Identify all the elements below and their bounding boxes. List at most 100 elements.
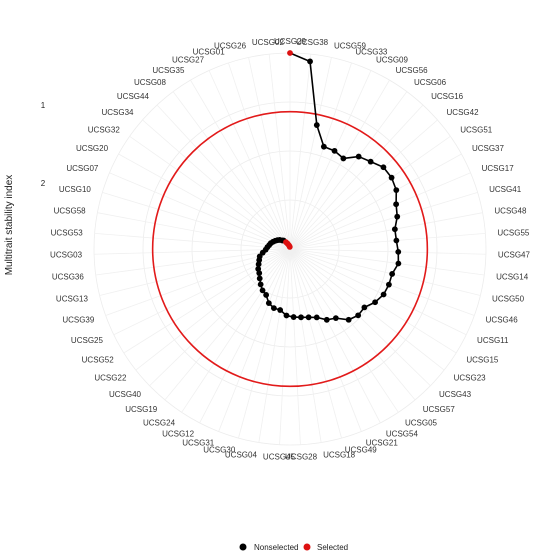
- category-label: UCSG19: [125, 405, 158, 414]
- radial-tick-label: 1: [41, 101, 46, 110]
- data-point-nonselected: [331, 147, 338, 154]
- data-point-nonselected: [323, 316, 330, 323]
- data-point-nonselected: [372, 299, 378, 306]
- category-label: UCSG35: [152, 66, 185, 75]
- data-point-nonselected: [355, 312, 362, 319]
- data-point-selected: [286, 244, 293, 250]
- data-points-layer: [255, 50, 402, 323]
- grid-spoke: [123, 248, 291, 354]
- category-label: UCSG48: [494, 206, 527, 215]
- category-label: UCSG57: [423, 405, 456, 414]
- category-label: UCSG44: [117, 92, 150, 101]
- grid-spoke: [289, 248, 362, 432]
- grid-spoke: [94, 232, 291, 250]
- data-point-nonselected: [298, 314, 304, 321]
- grid-spoke: [289, 248, 445, 371]
- data-point-nonselected: [332, 315, 339, 322]
- grid-spoke: [258, 248, 291, 443]
- grid-spoke: [289, 79, 390, 250]
- grid-spoke: [289, 248, 416, 401]
- grid-spoke: [289, 62, 352, 250]
- polar-grid: [93, 52, 487, 446]
- category-label: UCSG20: [76, 144, 109, 153]
- grid-spoke: [289, 248, 475, 316]
- grid-spoke: [102, 192, 291, 250]
- grid-spoke: [289, 248, 485, 276]
- grid-spoke: [289, 104, 424, 250]
- grid-spoke: [289, 248, 481, 296]
- grid-spoke: [97, 212, 291, 250]
- grid-spoke: [199, 248, 291, 424]
- category-label: UCSG04: [225, 450, 258, 459]
- category-label: UCSG43: [439, 390, 472, 399]
- data-point-nonselected: [367, 158, 374, 165]
- data-point-nonselected: [255, 266, 262, 272]
- category-label: UCSG47: [498, 251, 531, 260]
- data-point-nonselected: [393, 187, 400, 194]
- data-point-selected: [287, 50, 293, 56]
- data-point-nonselected: [380, 291, 387, 298]
- data-point-nonselected: [259, 287, 266, 294]
- category-label: UCSG02: [252, 38, 285, 47]
- data-point-nonselected: [313, 314, 320, 321]
- category-label: UCSG26: [214, 42, 247, 51]
- category-label: UCSG31: [182, 439, 215, 448]
- legend-label-nonselected: Nonselected: [254, 543, 298, 552]
- data-point-nonselected: [320, 143, 327, 150]
- grid-spoke: [142, 119, 291, 250]
- grid-spoke: [289, 248, 322, 443]
- grid-spoke: [94, 248, 291, 255]
- category-label: UCSG46: [486, 316, 519, 325]
- cutoff-circle-layer: [151, 110, 429, 388]
- grid-spoke: [289, 172, 471, 250]
- category-label: UCSG22: [94, 373, 127, 382]
- data-point-nonselected: [340, 155, 347, 162]
- category-label: UCSG24: [143, 418, 176, 427]
- category-label: UCSG40: [109, 390, 142, 399]
- grid-spoke: [118, 153, 291, 250]
- legend-key-selected: [303, 543, 311, 551]
- data-point-nonselected: [361, 304, 368, 311]
- category-label: UCSG16: [431, 92, 464, 101]
- category-label: UCSG30: [203, 446, 236, 455]
- data-point-nonselected: [395, 248, 402, 255]
- category-label: UCSG45: [263, 453, 296, 462]
- grid-spoke: [289, 136, 451, 250]
- category-label: UCSG23: [454, 373, 487, 382]
- category-label: UCSG29: [274, 37, 307, 46]
- grid-spoke: [181, 248, 291, 413]
- grid-spoke: [149, 248, 291, 387]
- category-label: UCSG53: [51, 228, 84, 237]
- data-point-nonselected: [395, 260, 402, 267]
- data-point-nonselected: [256, 275, 263, 282]
- grid-spoke: [289, 248, 342, 439]
- grid-spoke: [289, 248, 431, 387]
- grid-spoke: [164, 248, 291, 401]
- data-point-nonselected: [386, 281, 392, 288]
- data-point-nonselected: [277, 307, 284, 313]
- data-point-nonselected: [265, 300, 272, 307]
- grid-spoke: [289, 91, 408, 250]
- legend-key-nonselected: [239, 543, 247, 551]
- category-label: UCSG50: [492, 294, 525, 303]
- category-label: UCSG21: [366, 439, 399, 448]
- category-label: UCSG13: [56, 294, 89, 303]
- data-point-nonselected: [313, 122, 320, 128]
- data-point-nonselected: [270, 305, 277, 312]
- y-axis-title: Multitrait stability index: [4, 175, 15, 276]
- category-label: UCSG54: [386, 430, 419, 439]
- category-label: UCSG33: [355, 48, 388, 57]
- category-label: UCSG11: [477, 336, 509, 345]
- grid-spoke: [156, 104, 291, 250]
- data-point-nonselected: [393, 237, 400, 244]
- category-label: UCSG10: [59, 185, 92, 194]
- grid-spoke: [289, 70, 372, 250]
- grid-spoke: [172, 91, 291, 250]
- category-label: UCSG59: [334, 42, 367, 51]
- data-point-nonselected: [257, 281, 264, 288]
- grid-spoke: [279, 248, 291, 445]
- grid-spoke: [289, 248, 486, 255]
- category-label: UCSG08: [134, 78, 167, 87]
- data-point-nonselected: [391, 226, 398, 233]
- category-label: UCSG05: [405, 418, 438, 427]
